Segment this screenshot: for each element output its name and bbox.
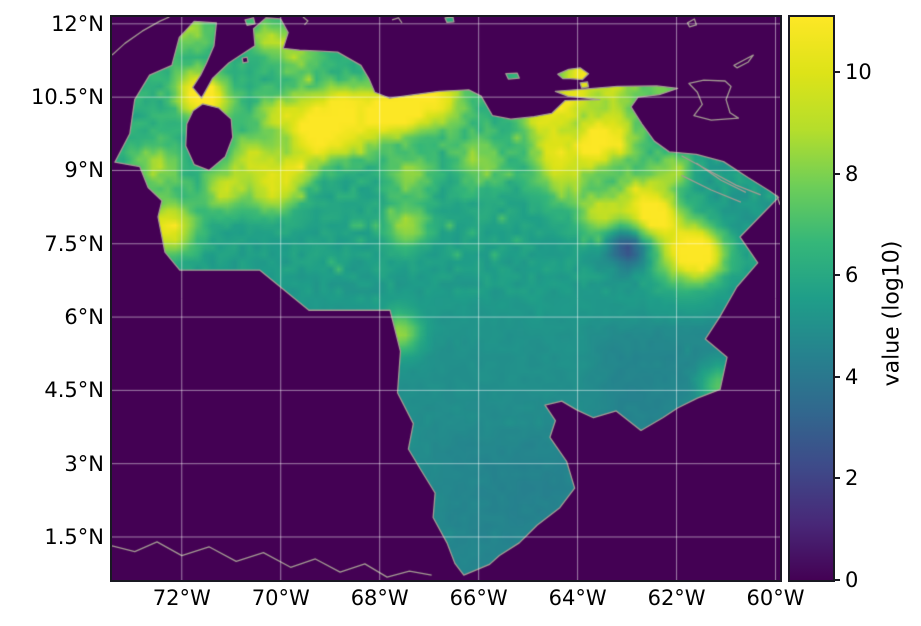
x-tick-label-72°W: 72°W	[152, 586, 211, 610]
x-tick-label-60°W: 60°W	[746, 586, 805, 610]
colorbar-tick-label-0: 0	[845, 568, 859, 592]
colorbar-tick-mark-10	[835, 71, 840, 74]
colorbar-tick-label-2: 2	[845, 466, 859, 491]
colorbar-axis-label: value (log10)	[879, 240, 905, 386]
x-tick-label-68°W: 68°W	[350, 586, 409, 610]
colorbar	[788, 15, 835, 582]
colorbar-tick-mark-6	[835, 274, 840, 277]
y-tick-label-9°N: 9°N	[64, 158, 104, 183]
x-tick-label-62°W: 62°W	[647, 586, 706, 610]
y-tick-label-7.5°N: 7.5°N	[44, 231, 104, 256]
x-tick-label-70°W: 70°W	[251, 586, 310, 610]
y-tick-label-4.5°N: 4.5°N	[44, 378, 104, 403]
y-tick-label-12°N: 12°N	[51, 11, 104, 36]
colorbar-gradient	[790, 17, 833, 580]
y-tick-label-6°N: 6°N	[64, 305, 104, 330]
colorbar-tick-mark-2	[835, 477, 840, 480]
colorbar-tick-label-4: 4	[845, 364, 859, 389]
colorbar-tick-label-8: 8	[845, 161, 859, 186]
colorbar-tick-label-6: 6	[845, 263, 859, 288]
colorbar-tick-mark-0	[835, 579, 840, 581]
map-canvas	[112, 17, 780, 580]
colorbar-axis-label-wrap: value (log10)	[874, 0, 910, 626]
y-tick-label-10.5°N: 10.5°N	[31, 85, 104, 110]
colorbar-tick-mark-4	[835, 375, 840, 378]
colorbar-tick-mark-8	[835, 172, 840, 175]
x-tick-label-64°W: 64°W	[548, 586, 607, 610]
y-tick-label-3°N: 3°N	[64, 451, 104, 476]
y-tick-label-1.5°N: 1.5°N	[44, 524, 104, 549]
map-plot	[110, 15, 782, 582]
x-tick-label-66°W: 66°W	[449, 586, 508, 610]
colorbar-tick-label-10: 10	[845, 60, 872, 85]
